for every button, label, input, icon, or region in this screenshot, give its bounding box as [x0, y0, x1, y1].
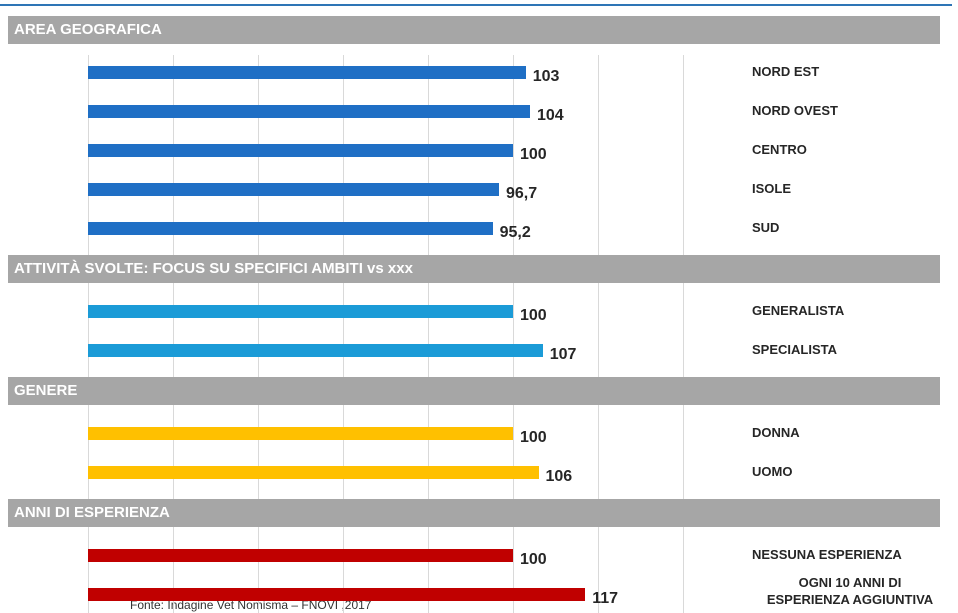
section-header: ATTIVITÀ SVOLTE: FOCUS SU SPECIFICI AMBI…: [8, 255, 940, 283]
grid-line: [428, 55, 429, 613]
value-label: 100: [520, 146, 547, 163]
category-label: UOMO: [752, 464, 793, 479]
category-label: ISOLE: [752, 181, 792, 196]
category-label: NORD EST: [752, 64, 820, 79]
bar: [88, 104, 530, 118]
value-label: 100: [520, 307, 547, 324]
value-label: 117: [592, 590, 619, 607]
category-label: DONNA: [752, 425, 800, 440]
bar: [88, 304, 513, 318]
bar: [88, 426, 513, 440]
value-label: 104: [537, 107, 564, 124]
top-rule: [0, 4, 952, 6]
bar: [88, 465, 539, 479]
category-label: SUD: [752, 220, 780, 235]
section-header: ANNI DI ESPERIENZA: [8, 499, 940, 527]
value-label: 100: [520, 429, 547, 446]
grid-line: [683, 55, 684, 613]
grid-line: [258, 55, 259, 613]
category-label: CENTRO: [752, 142, 807, 157]
bar: [88, 182, 499, 196]
bar: [88, 65, 526, 79]
value-label: 103: [532, 68, 560, 85]
bar: [88, 143, 513, 157]
source-note: Fonte: Indagine Vet Nomisma – FNOVI ,201…: [130, 598, 372, 612]
bar: [88, 221, 493, 235]
grid-line: [173, 55, 174, 613]
value-label: 96,7: [505, 185, 538, 202]
section-header: AREA GEOGRAFICA: [8, 16, 940, 44]
grid-line: [343, 55, 344, 613]
category-label: OGNI 10 ANNI DI ESPERIENZA AGGIUNTIVA: [766, 575, 934, 607]
bar: [88, 548, 513, 562]
category-label: NESSUNA ESPERIENZA: [752, 547, 902, 562]
grid-line: [513, 55, 514, 613]
bar: [88, 343, 543, 357]
section-header: GENERE: [8, 377, 940, 405]
category-label: GENERALISTA: [752, 303, 845, 318]
value-label: 95,2: [499, 224, 531, 241]
value-label: 100: [520, 551, 547, 568]
value-label: 106: [545, 468, 573, 485]
category-label: SPECIALISTA: [752, 342, 837, 357]
value-label: 107: [549, 346, 577, 363]
bar: [88, 587, 586, 601]
category-label: NORD OVEST: [752, 103, 838, 118]
grid-line: [598, 55, 599, 613]
grid-line: [88, 55, 89, 613]
